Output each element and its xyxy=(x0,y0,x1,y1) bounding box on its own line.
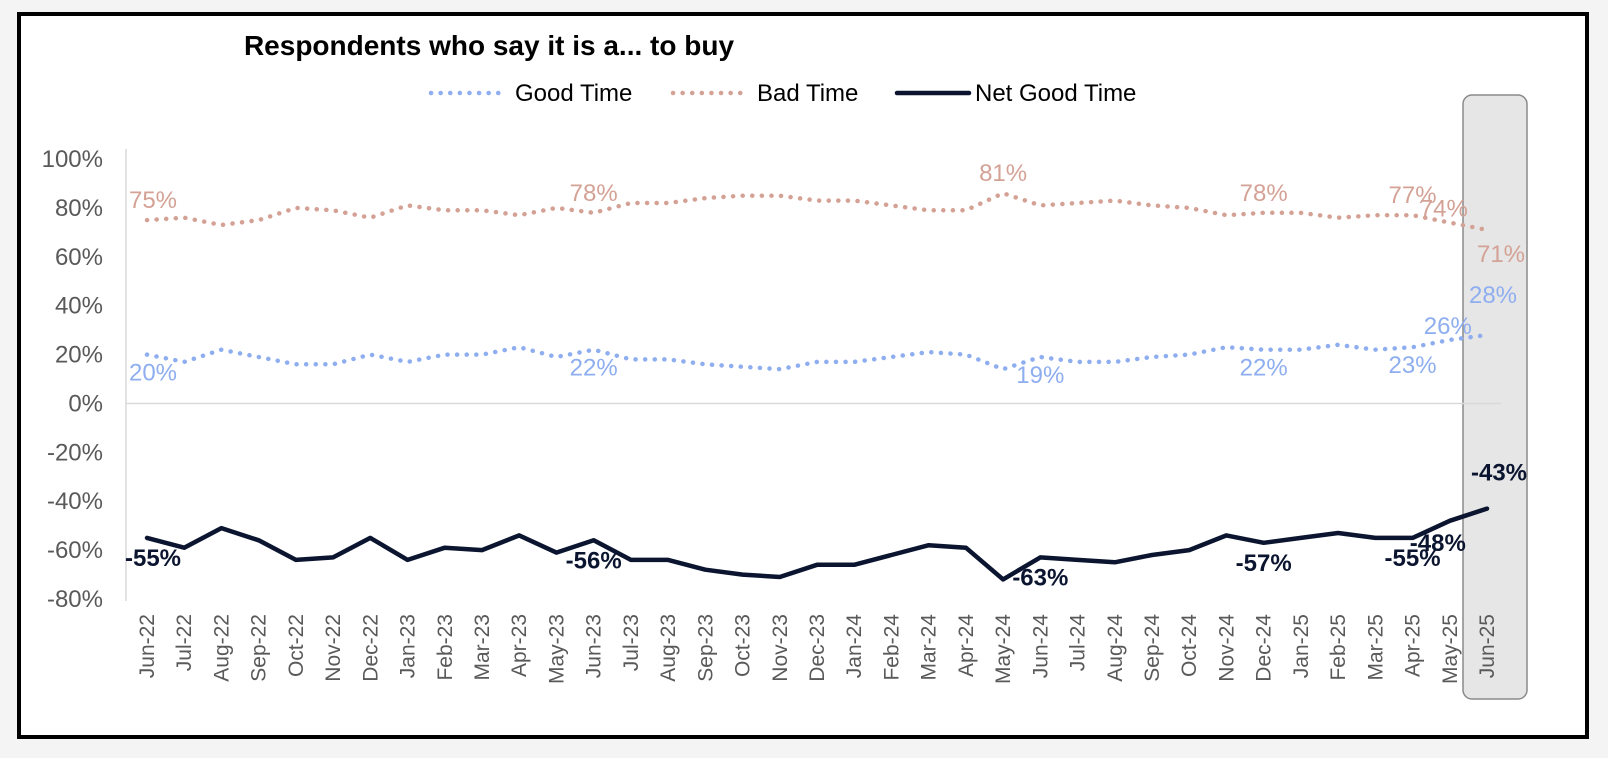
net-good-time-data-label: -55% xyxy=(1385,545,1441,572)
x-tick-label: Oct-23 xyxy=(732,614,755,677)
x-tick-label: Jan-24 xyxy=(843,614,866,679)
x-tick-label: Nov-22 xyxy=(322,614,345,682)
good-time-data-label: 22% xyxy=(1240,355,1288,382)
y-tick-label: 0% xyxy=(68,390,103,417)
good-time-data-label: 23% xyxy=(1389,352,1437,379)
bad-time-data-label: 74% xyxy=(1420,196,1468,223)
x-tick-label: Dec-24 xyxy=(1253,614,1276,682)
good-time-data-label: 28% xyxy=(1469,282,1517,309)
x-tick-label: Jul-24 xyxy=(1067,614,1090,672)
data-labels: 20% 22% 19% 22% 23% 26% 28% 75% 78% 81% 78% 77%74% 7… xyxy=(125,160,1527,591)
legend-item-good-time: Good Time xyxy=(428,80,632,107)
line-chart: Respondents who say it is a... to buy Go… xyxy=(42,30,1528,700)
x-tick-label: Jan-23 xyxy=(397,614,420,678)
bad-time-line xyxy=(144,190,1490,233)
legend-label: Net Good Time xyxy=(975,80,1136,107)
bad-time-data-label: 78% xyxy=(1240,180,1288,207)
x-tick-label: Aug-24 xyxy=(1104,614,1127,682)
legend-item-net-good-time: Net Good Time xyxy=(894,80,1136,107)
y-tick-label: -40% xyxy=(47,488,103,515)
series-layer xyxy=(144,190,1490,582)
legend-label: Good Time xyxy=(515,80,632,107)
x-tick-label: Nov-23 xyxy=(769,614,792,682)
x-tick-label: Jun-24 xyxy=(1029,614,1052,679)
x-tick-label: Feb-24 xyxy=(880,614,903,681)
bad-time-data-label: 71% xyxy=(1477,241,1525,268)
x-tick-label: Jul-22 xyxy=(173,614,196,671)
x-tick-label: Jun-25 xyxy=(1476,614,1499,678)
net-good-time-data-label: -63% xyxy=(1012,564,1068,591)
legend-item-bad-time: Bad Time xyxy=(670,80,858,107)
x-tick-label: Oct-24 xyxy=(1178,614,1201,677)
legend-label: Bad Time xyxy=(757,80,858,107)
x-tick-label: Jul-23 xyxy=(620,614,643,671)
y-tick-label: 20% xyxy=(55,342,103,369)
net-good-time-line xyxy=(144,506,1490,582)
y-tick-label: -20% xyxy=(47,439,103,466)
x-tick-label: Aug-22 xyxy=(210,614,233,682)
x-tick-label: Jun-23 xyxy=(583,614,606,678)
x-tick-label: Mar-23 xyxy=(471,614,494,681)
x-tick-label: Mar-25 xyxy=(1364,614,1387,681)
good-time-data-label: 20% xyxy=(129,360,177,387)
y-tick-label: -60% xyxy=(47,537,103,564)
x-tick-label: Apr-25 xyxy=(1402,614,1425,677)
net-good-time-data-label: -56% xyxy=(566,547,622,574)
y-tick-label: 60% xyxy=(55,244,103,271)
x-tick-label: Dec-22 xyxy=(359,614,382,682)
good-time-line xyxy=(144,332,1490,372)
chart-frame: Respondents who say it is a... to buy Go… xyxy=(17,12,1589,739)
net-good-time-data-label: -55% xyxy=(125,545,181,572)
x-tick-label: Nov-24 xyxy=(1215,614,1238,682)
y-tick-label: 40% xyxy=(55,293,103,320)
good-time-data-label: 19% xyxy=(1016,362,1064,389)
bad-time-data-label: 81% xyxy=(979,160,1027,187)
axes: 100% 80% 60% 40% 20% 0% -20% -40% -60% -80% Jun-22… xyxy=(42,146,1501,684)
y-tick-label: -80% xyxy=(47,586,103,613)
x-tick-label: Apr-24 xyxy=(955,614,978,677)
x-tick-label: Sep-24 xyxy=(1141,614,1164,682)
x-tick-label: Sep-22 xyxy=(248,614,271,682)
x-tick-label: Jan-25 xyxy=(1290,614,1313,678)
x-tick-label: Mar-24 xyxy=(918,614,941,681)
net-good-time-data-label: -48% xyxy=(1410,530,1466,557)
good-time-data-label: 22% xyxy=(570,355,618,382)
x-tick-label: Oct-22 xyxy=(285,614,308,677)
highlight-band xyxy=(1462,94,1528,700)
x-tick-label: Dec-23 xyxy=(806,614,829,682)
chart-title: Respondents who say it is a... to buy xyxy=(244,30,735,61)
x-tick-label: May-23 xyxy=(545,614,568,684)
net-good-time-data-label: -43% xyxy=(1471,460,1527,487)
x-tick-label: Feb-23 xyxy=(434,614,457,681)
bad-time-data-label: 75% xyxy=(129,187,177,214)
x-tick-label: Apr-23 xyxy=(508,614,531,677)
bad-time-data-label: 78% xyxy=(570,180,618,207)
x-tick-label: May-25 xyxy=(1439,614,1462,684)
y-tick-label: 80% xyxy=(55,195,103,222)
legend: Good Time Bad Time Net Good Time xyxy=(428,80,1136,107)
net-good-time-data-label: -57% xyxy=(1236,550,1292,577)
x-tick-label: Jun-22 xyxy=(136,614,159,678)
y-tick-label: 100% xyxy=(42,146,103,173)
x-tick-label: Feb-25 xyxy=(1327,614,1350,681)
bad-time-data-label: 77% xyxy=(1389,182,1437,209)
x-tick-label: Sep-23 xyxy=(694,614,717,682)
x-tick-label: Aug-23 xyxy=(657,614,680,682)
x-tick-label: May-24 xyxy=(992,614,1015,684)
good-time-data-label: 26% xyxy=(1424,313,1472,340)
